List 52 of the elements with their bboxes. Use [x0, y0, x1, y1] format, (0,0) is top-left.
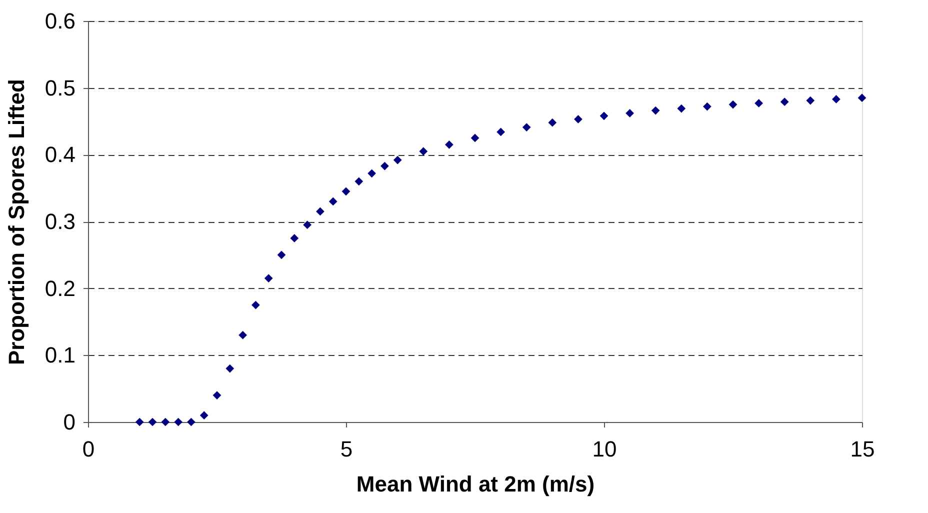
x-tick-label: 0 [82, 436, 95, 462]
point [303, 220, 312, 230]
y-tick-label: 0.3 [44, 209, 76, 234]
point [380, 162, 389, 170]
point [238, 330, 247, 340]
point [574, 115, 582, 124]
point [290, 234, 299, 242]
point [754, 99, 763, 108]
y-tick-label: 0.2 [44, 276, 76, 301]
point [600, 112, 608, 120]
point [342, 187, 350, 196]
point [703, 102, 712, 111]
point [277, 250, 286, 260]
y-axis-title: Proportion of Spores Lifted [4, 79, 29, 365]
point [212, 391, 222, 400]
point [135, 418, 144, 426]
point [226, 364, 234, 373]
point [522, 123, 531, 132]
x-tick-label: 10 [592, 436, 617, 462]
y-tick-label: 0.4 [44, 142, 76, 168]
point [200, 411, 208, 420]
point [806, 96, 815, 105]
y-tick-label: 0 [63, 410, 76, 434]
point [161, 418, 170, 426]
point [264, 274, 273, 282]
x-tick-label: 15 [850, 436, 875, 462]
point [728, 100, 738, 109]
point [496, 128, 505, 136]
y-tick-label: 0.1 [44, 342, 76, 368]
x-axis-title: Mean Wind at 2m (m/s) [356, 472, 595, 496]
point [626, 109, 634, 118]
point [548, 118, 557, 127]
point [316, 207, 324, 216]
point [832, 95, 840, 104]
point [651, 106, 660, 115]
point [148, 418, 157, 426]
point [368, 169, 376, 178]
point [419, 147, 428, 156]
point [252, 300, 260, 310]
point [858, 94, 866, 102]
y-tick-label: 0.5 [44, 75, 76, 100]
point [393, 156, 402, 164]
point [445, 140, 454, 149]
x-tick-label: 5 [340, 436, 353, 462]
point [354, 177, 364, 186]
point [187, 418, 196, 426]
point [328, 197, 338, 206]
point [174, 418, 182, 426]
point [470, 134, 480, 142]
point [677, 104, 686, 113]
y-tick-label: 0.6 [44, 8, 76, 34]
point [780, 98, 789, 106]
